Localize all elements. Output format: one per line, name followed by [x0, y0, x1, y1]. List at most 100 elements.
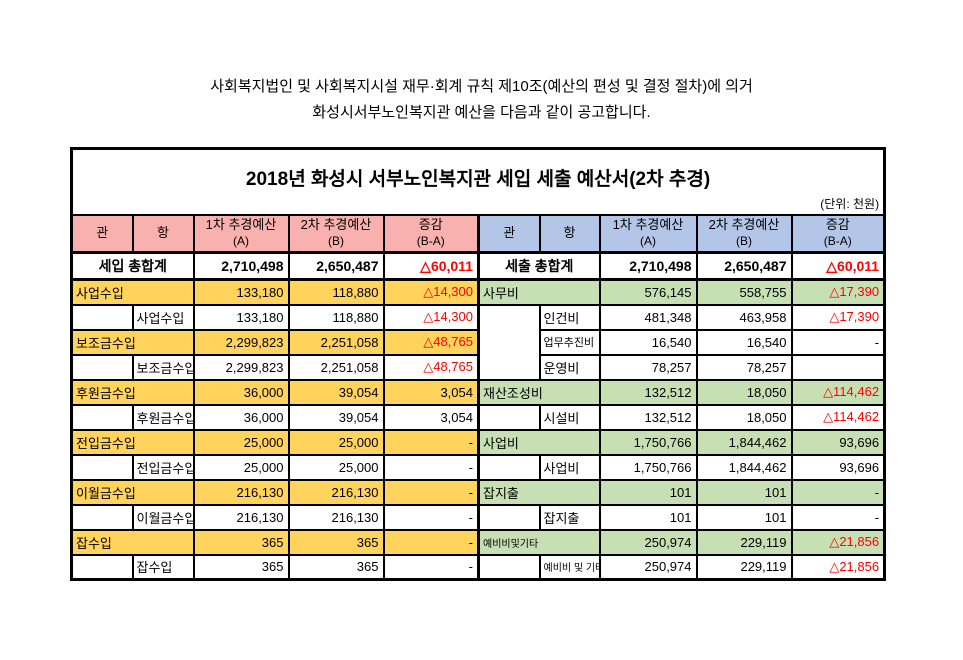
diff-cell: - — [790, 503, 886, 531]
income-item-label: 전입금수입 — [131, 453, 195, 481]
income-total-label: 세입 총합계 — [70, 251, 195, 281]
amount-cell: 365 — [192, 528, 290, 556]
table-row: 이월금수입 216,130 216,130 - 잡지출 101 101 - — [70, 503, 886, 531]
blank-cell — [70, 503, 134, 531]
income-category-label: 후원금수입 — [70, 378, 195, 406]
diff-cell: △14,300 — [382, 278, 480, 306]
expense-header-budget2-sub: (B) — [736, 233, 752, 248]
column-header-row: 관 항 1차 추경예산 (A) 2차 추경예산 (B) 증감 (B-A) 관 항… — [70, 213, 886, 254]
table-row: 후원금수입 36,000 39,054 3,054 시설비 132,512 18… — [70, 403, 886, 431]
unit-row: (단위: 천원) — [72, 195, 885, 215]
amount-cell: 229,119 — [695, 553, 793, 581]
income-total-a: 2,710,498 — [192, 251, 290, 281]
income-header-gwan: 관 — [70, 213, 134, 254]
table-row: 보조금수입 2,299,823 2,251,058 △48,765 업무추진비 … — [70, 328, 886, 356]
diff-cell — [790, 353, 886, 381]
amount-cell: 2,299,823 — [192, 353, 290, 381]
diff-cell: - — [790, 478, 886, 506]
income-total-b: 2,650,487 — [287, 251, 385, 281]
expense-header-diff: 증감 (B-A) — [790, 213, 886, 254]
expense-item-label: 운영비 — [538, 353, 601, 381]
amount-cell: 18,050 — [695, 378, 793, 406]
expense-item-label: 인건비 — [538, 303, 601, 331]
amount-cell: 463,958 — [695, 303, 793, 331]
income-category-label: 사업수입 — [70, 278, 195, 306]
amount-cell: 16,540 — [695, 328, 793, 356]
diff-cell: △48,765 — [382, 353, 480, 381]
income-item-label: 잡수입 — [131, 553, 195, 581]
table-title-row: 2018년 화성시 서부노인복지관 세입 세출 예산서(2차 추경) — [72, 149, 885, 195]
diff-cell: - — [382, 428, 480, 456]
diff-cell: - — [382, 453, 480, 481]
amount-cell: 78,257 — [695, 353, 793, 381]
amount-cell: 576,145 — [598, 278, 698, 306]
amount-cell: 132,512 — [598, 378, 698, 406]
blank-cell — [70, 403, 134, 431]
diff-cell: △114,462 — [790, 403, 886, 431]
expense-total-diff: △60,011 — [790, 251, 886, 281]
amount-cell: 25,000 — [192, 453, 290, 481]
income-header-budget2-label: 2차 추경예산 — [300, 217, 372, 232]
blank-cell — [70, 553, 134, 581]
table-row: 이월금수입 216,130 216,130 - 잡지출 101 101 - — [70, 478, 886, 506]
amount-cell: 481,348 — [598, 303, 698, 331]
expense-header-hang: 항 — [538, 213, 601, 254]
income-item-label: 보조금수입 — [131, 353, 195, 381]
amount-cell: 16,540 — [598, 328, 698, 356]
expense-total-a: 2,710,498 — [598, 251, 698, 281]
amount-cell: 216,130 — [192, 503, 290, 531]
amount-cell: 1,750,766 — [598, 453, 698, 481]
table-row: 전입금수입 25,000 25,000 - 사업비 1,750,766 1,84… — [70, 428, 886, 456]
expense-category-label: 예비비및기타 — [477, 528, 601, 556]
expense-category-label: 재산조성비 — [477, 378, 601, 406]
amount-cell: 216,130 — [287, 503, 385, 531]
income-header-budget1: 1차 추경예산 (A) — [192, 213, 290, 254]
expense-category-label: 잡지출 — [477, 478, 601, 506]
table-row: 후원금수입 36,000 39,054 3,054 재산조성비 132,512 … — [70, 378, 886, 406]
income-category-label: 전입금수입 — [70, 428, 195, 456]
diff-cell: - — [382, 553, 480, 581]
diff-cell: 3,054 — [382, 403, 480, 431]
amount-cell: 36,000 — [192, 378, 290, 406]
diff-cell: △21,856 — [790, 528, 886, 556]
expense-category-label: 사무비 — [477, 278, 601, 306]
blank-cell — [477, 503, 541, 531]
amount-cell: 250,974 — [598, 528, 698, 556]
amount-cell: 229,119 — [695, 528, 793, 556]
blank-cell — [70, 453, 134, 481]
diff-cell: - — [790, 328, 886, 356]
amount-cell: 25,000 — [287, 453, 385, 481]
expense-header-gwan: 관 — [477, 213, 541, 254]
diff-cell: 3,054 — [382, 378, 480, 406]
expense-header-diff-label: 증감 — [825, 217, 850, 232]
diff-cell: 93,696 — [790, 428, 886, 456]
diff-cell: - — [382, 503, 480, 531]
income-category-label: 잡수입 — [70, 528, 195, 556]
expense-total-b: 2,650,487 — [695, 251, 793, 281]
blank-cell — [477, 553, 541, 581]
table-row: 잡수입 365 365 - 예비비 및 기타 250,974 229,119 △… — [70, 553, 886, 581]
amount-cell: 558,755 — [695, 278, 793, 306]
expense-item-label: 예비비 및 기타 — [538, 553, 601, 581]
diff-cell: 93,696 — [790, 453, 886, 481]
expense-header-budget1-sub: (A) — [640, 233, 656, 248]
expense-category-label: 사업비 — [477, 428, 601, 456]
amount-cell: 39,054 — [287, 378, 385, 406]
expense-header-diff-sub: (B-A) — [823, 233, 852, 248]
amount-cell: 39,054 — [287, 403, 385, 431]
income-header-diff-label: 증감 — [418, 217, 443, 232]
amount-cell: 101 — [695, 503, 793, 531]
income-category-label: 이월금수입 — [70, 478, 195, 506]
diff-cell: - — [382, 478, 480, 506]
amount-cell: 365 — [192, 553, 290, 581]
amount-cell: 101 — [598, 478, 698, 506]
expense-item-label: 사업비 — [538, 453, 601, 481]
page-title: 2018년 화성시 서부노인복지관 세입 세출 예산서(2차 추경) — [245, 168, 711, 190]
income-item-label: 사업수입 — [131, 303, 195, 331]
expense-header-budget1: 1차 추경예산 (A) — [598, 213, 698, 254]
table-row: 보조금수입 2,299,823 2,251,058 △48,765 운영비 78… — [70, 353, 886, 381]
income-header-diff: 증감 (B-A) — [382, 213, 480, 254]
blank-cell — [477, 303, 541, 381]
amount-cell: 365 — [287, 553, 385, 581]
table-row: 전입금수입 25,000 25,000 - 사업비 1,750,766 1,84… — [70, 453, 886, 481]
